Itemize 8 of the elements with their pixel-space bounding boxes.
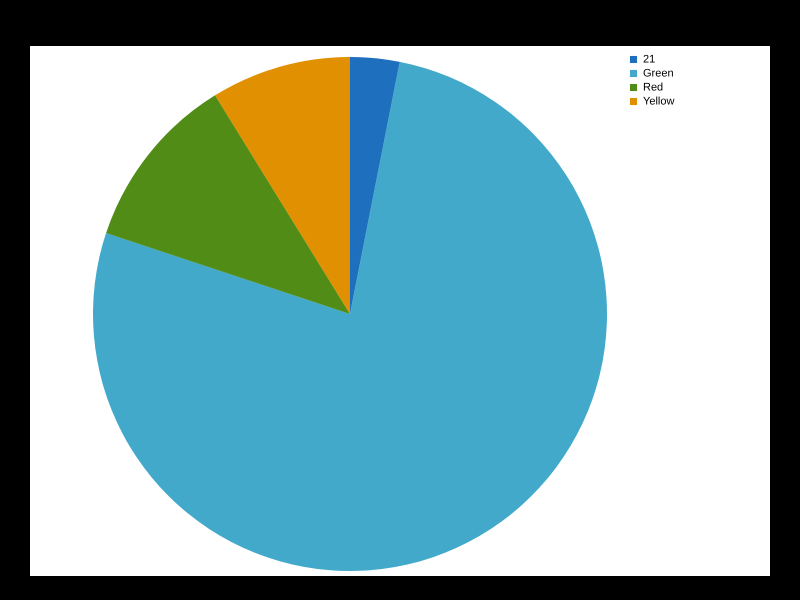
legend-label: Red (643, 82, 664, 94)
pie-slice (106, 95, 350, 314)
legend-label: 21 (643, 54, 656, 66)
pie-slice (215, 57, 350, 314)
legend-label: Yellow (643, 96, 674, 108)
pie-slice (93, 62, 607, 571)
pie-slice (350, 57, 400, 314)
legend-label: Green (643, 68, 674, 80)
